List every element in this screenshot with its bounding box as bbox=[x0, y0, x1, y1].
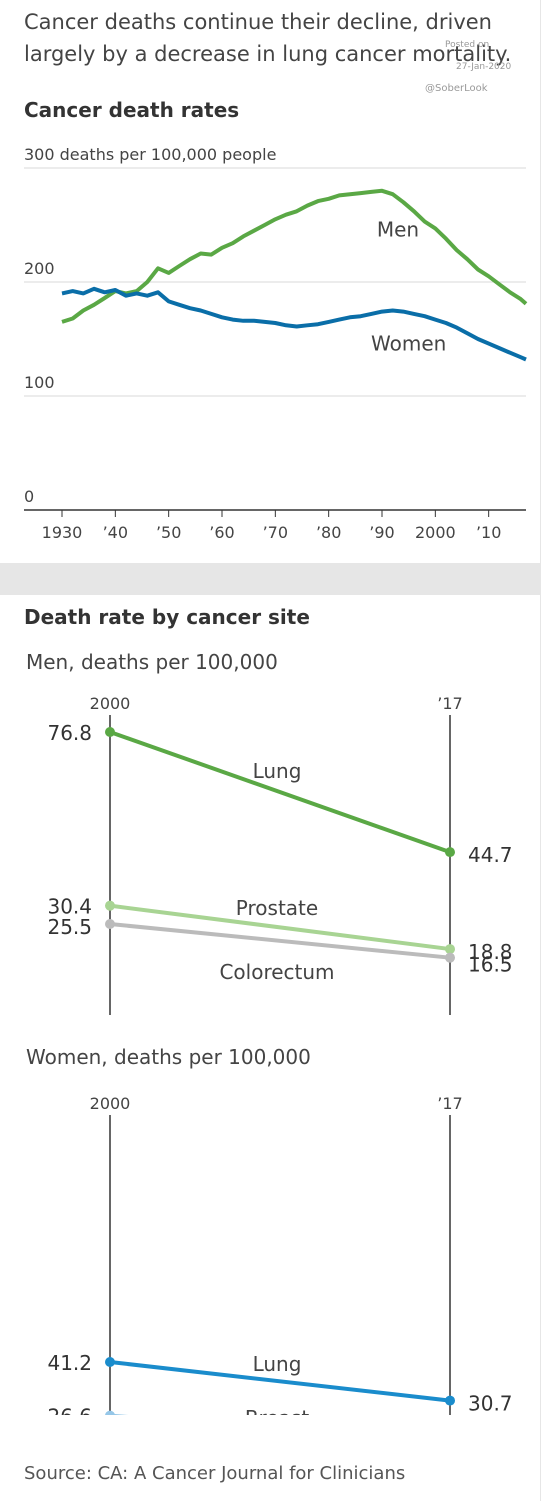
men-slope-chart: 2000 ’17 76.8 44.7 Lung 30.4 18.8 Prostate 25.5 1… bbox=[47, 694, 513, 1015]
value-start-lung: 76.8 bbox=[47, 721, 92, 745]
x-tick-label-1940: ’40 bbox=[103, 523, 128, 542]
value-start-colorectum: 25.5 bbox=[47, 915, 92, 939]
chart-title: Cancer death rates bbox=[24, 98, 240, 122]
value-start-lung: 41.2 bbox=[47, 1351, 92, 1375]
top-chart-panel: Cancer deaths continue their decline, dr… bbox=[0, 0, 540, 563]
series-line-men bbox=[61, 188, 528, 324]
x-tick-label-1980: ’80 bbox=[316, 523, 341, 542]
series-name-lung: Lung bbox=[253, 1352, 302, 1376]
point-start-colorectum bbox=[105, 919, 115, 929]
series-label-women: Women bbox=[371, 331, 446, 355]
source-note: Source: CA: A Cancer Journal for Clinici… bbox=[24, 1463, 406, 1484]
slope-line-lung bbox=[109, 1360, 451, 1403]
slope-line-lung bbox=[109, 730, 451, 855]
value-end-lung: 30.7 bbox=[468, 1392, 513, 1415]
x-tick-label-2000: 2000 bbox=[415, 523, 456, 542]
chart-title-site: Death rate by cancer site bbox=[24, 605, 310, 629]
point-end-lung bbox=[445, 847, 455, 858]
value-start-breast: 26.6 bbox=[47, 1405, 92, 1415]
x-tick-label-1970: ’70 bbox=[263, 523, 288, 542]
category-label-start: 2000 bbox=[90, 1094, 131, 1113]
x-tick-label-2010: ’10 bbox=[476, 523, 501, 542]
category-label-end: ’17 bbox=[437, 1094, 462, 1113]
x-tick-label-1950: ’50 bbox=[156, 523, 181, 542]
point-start-prostate bbox=[105, 900, 115, 911]
series-line-women bbox=[61, 286, 527, 362]
watermark-handle: @SoberLook bbox=[425, 83, 488, 94]
men-subtitle: Men, deaths per 100,000 bbox=[26, 650, 278, 674]
y-tick-label-300: 300 deaths per 100,000 people bbox=[24, 145, 276, 164]
death-rates-line-chart: 0 100 200 300 deaths per 100,000 people 1930… bbox=[24, 145, 528, 542]
category-label-start: 2000 bbox=[90, 694, 131, 713]
point-end-colorectum bbox=[445, 952, 455, 963]
y-tick-label-100: 100 bbox=[24, 373, 55, 392]
value-start-prostate: 30.4 bbox=[47, 895, 92, 919]
women-slope-chart: 2000’1741.230.7Lung26.619.8Breast17.811.… bbox=[47, 1094, 513, 1415]
series-name-lung: Lung bbox=[253, 759, 302, 783]
watermark-date: 27-Jan-2020 bbox=[456, 62, 512, 72]
slope-line-colorectum bbox=[109, 922, 451, 960]
series-label-men: Men bbox=[377, 217, 419, 241]
value-end-prostate: 18.8 bbox=[468, 940, 513, 964]
point-end-prostate bbox=[445, 944, 455, 955]
slope-line-prostate bbox=[109, 903, 451, 952]
x-tick-label-1930: 1930 bbox=[42, 523, 83, 542]
value-end-lung: 44.7 bbox=[468, 843, 513, 867]
series-name-colorectum: Colorectum bbox=[219, 960, 334, 984]
women-subtitle: Women, deaths per 100,000 bbox=[26, 1045, 311, 1069]
series-name-breast: Breast bbox=[245, 1406, 309, 1415]
x-tick-label-1990: ’90 bbox=[369, 523, 394, 542]
point-start-lung bbox=[105, 726, 115, 737]
bottom-chart-panel: Death rate by cancer site Men, deaths pe… bbox=[0, 595, 540, 1501]
value-end-colorectum: 16.5 bbox=[468, 953, 513, 977]
point-start-lung bbox=[105, 1357, 115, 1368]
y-tick-label-0: 0 bbox=[24, 487, 34, 506]
point-start-breast bbox=[105, 1410, 115, 1415]
x-tick-label-1960: ’60 bbox=[209, 523, 234, 542]
series-name-prostate: Prostate bbox=[236, 896, 318, 920]
point-end-lung bbox=[445, 1395, 455, 1406]
y-tick-label-200: 200 bbox=[24, 259, 55, 278]
category-label-end: ’17 bbox=[437, 694, 462, 713]
headline: Cancer deaths continue their decline, dr… bbox=[24, 10, 512, 66]
watermark-posted-on: Posted on bbox=[445, 40, 490, 50]
